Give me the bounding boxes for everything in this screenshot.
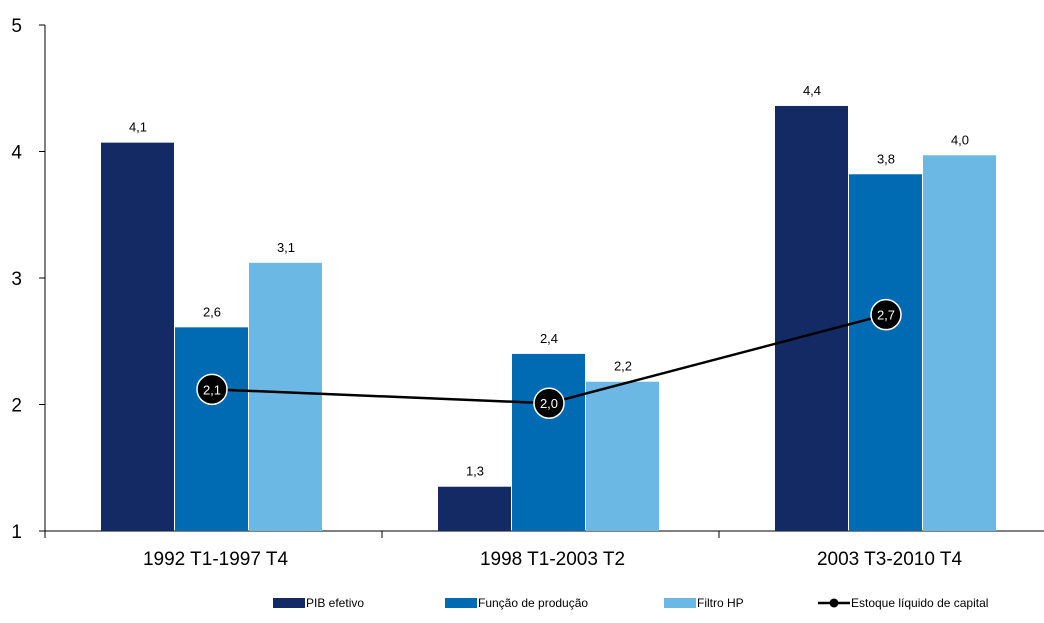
line-point-label: 2,0: [540, 396, 558, 411]
y-tick-label: 5: [11, 16, 22, 37]
line-point: [533, 387, 565, 419]
x-category-label: 1992 T1-1997 T4: [143, 549, 289, 570]
axes: 1 2 3 4 5 1992 T1-1997 T4 1998 T1-2003 T2 2003 …: [11, 16, 1044, 570]
bar: [249, 262, 322, 531]
bar-value-label: 1,3: [466, 464, 484, 479]
bar-value-label: 4,1: [129, 120, 147, 135]
bar-value-label: 2,6: [203, 304, 221, 319]
y-tick-label: 1: [11, 522, 22, 543]
legend: PIB efetivo Função de produção Filtro HP Es…: [273, 596, 988, 610]
bar-value-label: 2,4: [540, 331, 558, 346]
bar-value-label: 4,0: [951, 132, 969, 147]
bar-value-label: 2,2: [614, 359, 632, 374]
x-category-label: 2003 T3-2010 T4: [817, 549, 963, 570]
legend-label: Função de produção: [478, 596, 588, 610]
legend-marker: [829, 598, 839, 608]
y-tick-label: 2: [11, 396, 22, 417]
bars: 4,1 1,3 4,4 2,6 2,4 3,8 3,1 2,2 4,0: [101, 83, 996, 532]
bar: [512, 353, 585, 531]
legend-swatch: [273, 598, 305, 608]
bar-value-label: 3,1: [277, 240, 295, 255]
bar: [101, 142, 174, 531]
y-tick-label: 4: [11, 143, 22, 164]
line-point: [870, 298, 902, 331]
legend-swatch: [445, 598, 477, 608]
line-point-label: 2,1: [203, 382, 221, 397]
capital-stock-line: 2,1 2,0 2,7: [196, 298, 902, 419]
bar-value-label: 4,4: [803, 83, 821, 98]
bar: [586, 381, 659, 531]
bar: [923, 155, 996, 532]
bar: [849, 174, 922, 531]
legend-label: Filtro HP: [697, 596, 744, 610]
bar: [438, 486, 511, 531]
line-point: [196, 373, 228, 406]
y-tick-label: 3: [11, 269, 22, 290]
legend-label: PIB efetivo: [306, 596, 364, 610]
x-category-label: 1998 T1-2003 T2: [480, 549, 625, 570]
line-point-label: 2,7: [877, 308, 895, 323]
bar-value-label: 3,8: [877, 151, 895, 166]
legend-swatch: [664, 598, 696, 608]
legend-label: Estoque líquido de capital: [851, 596, 988, 610]
bar: [175, 327, 248, 531]
bar: [775, 105, 848, 532]
